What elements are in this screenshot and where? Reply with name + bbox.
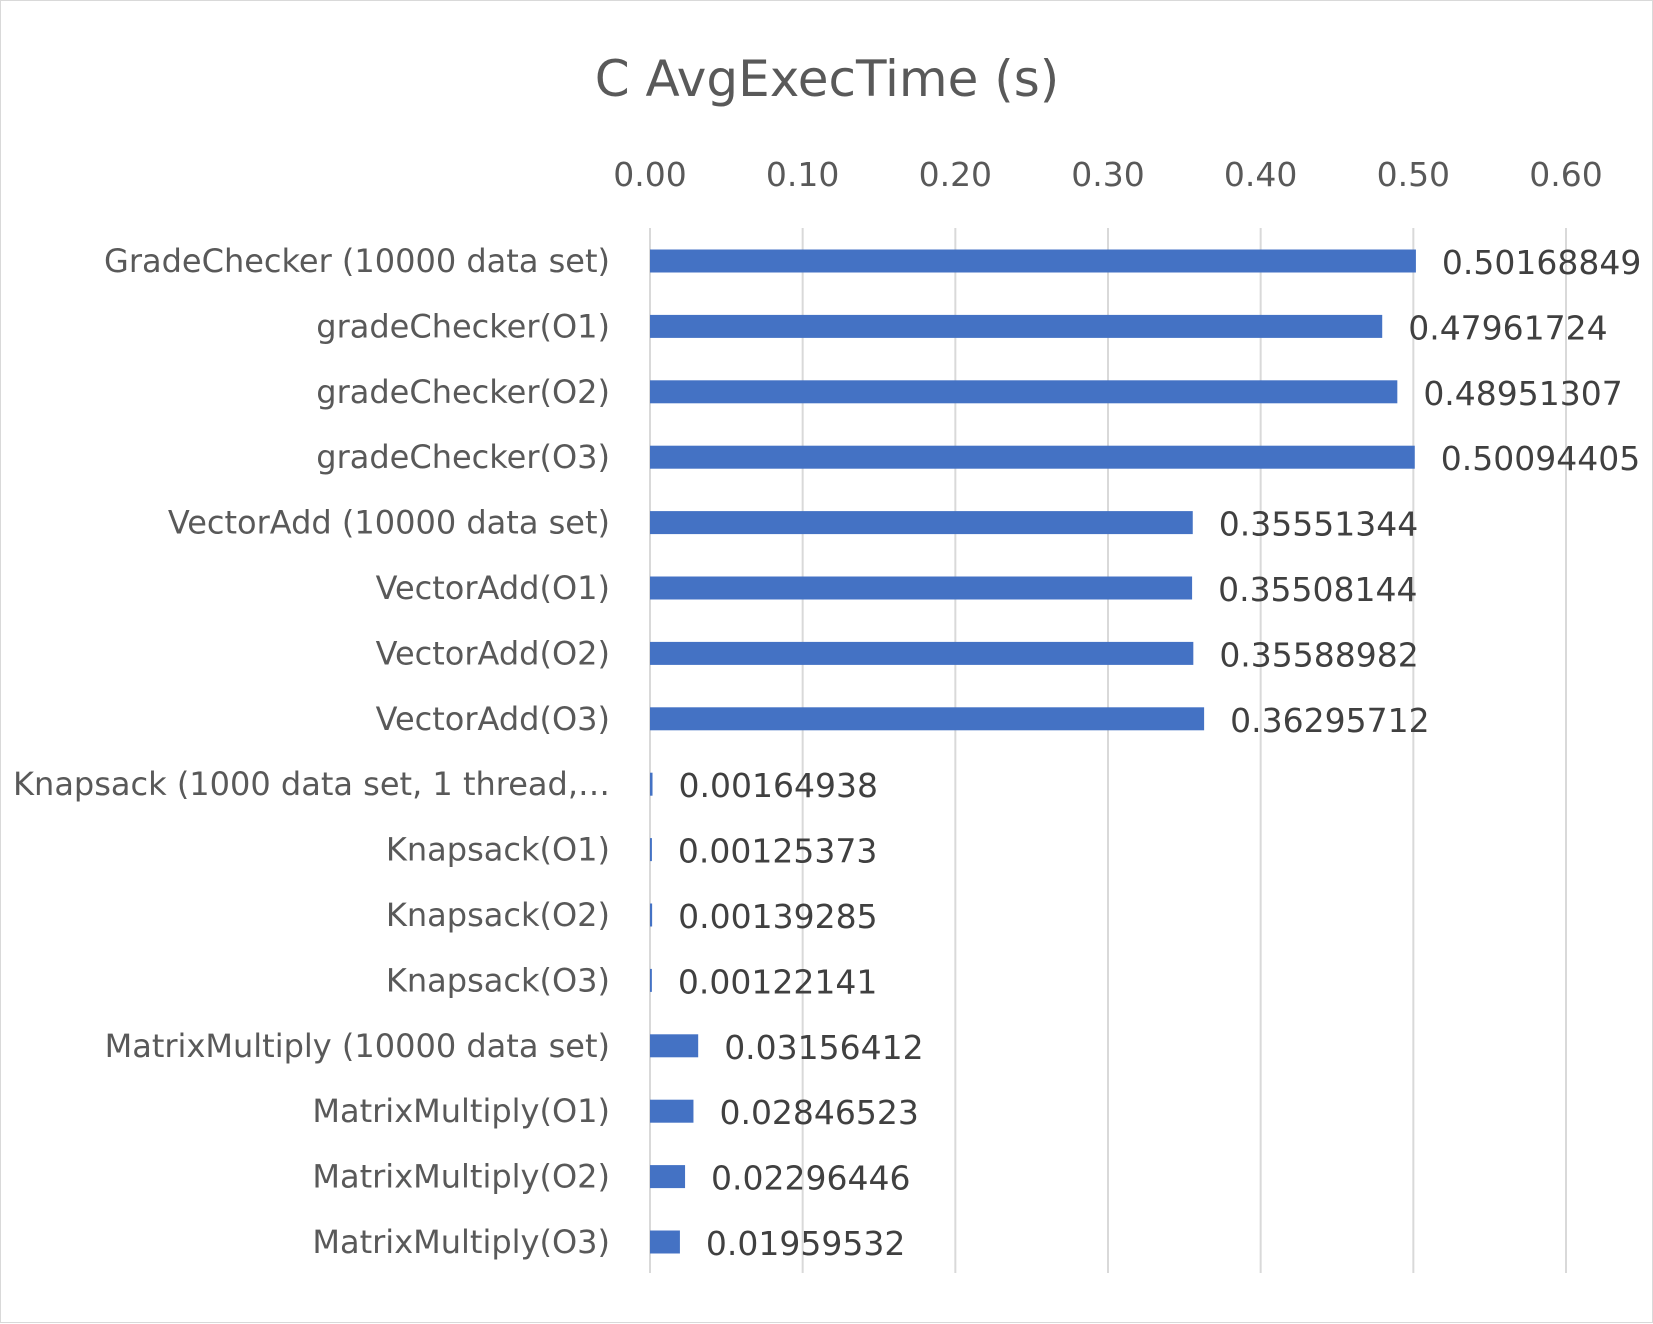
category-label: Knapsack(O3) bbox=[386, 961, 610, 999]
bar bbox=[650, 772, 653, 796]
data-label: 0.02846523 bbox=[719, 1093, 918, 1132]
category-label: VectorAdd (10000 data set) bbox=[168, 504, 610, 542]
data-label: 0.47961724 bbox=[1408, 308, 1607, 347]
bar bbox=[650, 511, 1193, 535]
category-label: MatrixMultiply (10000 data set) bbox=[105, 1027, 610, 1065]
category-label: MatrixMultiply(O3) bbox=[312, 1223, 610, 1261]
bar bbox=[650, 903, 653, 927]
data-label: 0.02296446 bbox=[711, 1159, 910, 1198]
category-label: MatrixMultiply(O2) bbox=[312, 1158, 610, 1196]
category-label: GradeChecker (10000 data set) bbox=[104, 242, 610, 280]
x-tick-label: 0.40 bbox=[1224, 155, 1297, 194]
chart-title: C AvgExecTime (s) bbox=[595, 50, 1060, 108]
bar bbox=[650, 1099, 694, 1123]
bar bbox=[650, 1034, 699, 1058]
x-tick-label: 0.10 bbox=[766, 155, 839, 194]
data-label: 0.00125373 bbox=[678, 832, 877, 871]
bar bbox=[650, 707, 1205, 731]
category-label: gradeChecker(O2) bbox=[316, 373, 610, 411]
bar bbox=[650, 968, 652, 992]
data-label: 0.48951307 bbox=[1423, 374, 1622, 413]
data-label: 0.35588982 bbox=[1219, 635, 1418, 674]
bar bbox=[650, 249, 1416, 273]
bar bbox=[650, 445, 1415, 469]
data-label: 0.00139285 bbox=[678, 897, 877, 936]
x-tick-label: 0.50 bbox=[1377, 155, 1450, 194]
x-tick-label: 0.30 bbox=[1071, 155, 1144, 194]
category-labels: GradeChecker (10000 data set) gradeChecke… bbox=[13, 242, 610, 1261]
category-label: Knapsack (1000 data set, 1 thread,… bbox=[13, 765, 610, 803]
bar bbox=[650, 314, 1383, 338]
x-axis-ticks: 0.00 0.10 0.20 0.30 0.40 0.50 0.60 bbox=[613, 155, 1602, 194]
data-labels: 0.50168849 0.47961724 0.48951307 0.50094405… bbox=[678, 243, 1641, 1263]
bar bbox=[650, 576, 1193, 600]
data-label: 0.50094405 bbox=[1441, 439, 1640, 478]
category-label: gradeChecker(O1) bbox=[316, 307, 610, 345]
data-label: 0.35508144 bbox=[1218, 570, 1417, 609]
data-label: 0.01959532 bbox=[706, 1224, 905, 1263]
data-label: 0.36295712 bbox=[1230, 701, 1429, 740]
data-label: 0.35551344 bbox=[1219, 505, 1418, 544]
category-label: MatrixMultiply(O1) bbox=[312, 1092, 610, 1130]
x-tick-label: 0.60 bbox=[1529, 155, 1602, 194]
data-label: 0.50168849 bbox=[1442, 243, 1641, 282]
bar bbox=[650, 641, 1194, 665]
category-label: gradeChecker(O3) bbox=[316, 438, 610, 476]
bar bbox=[650, 838, 652, 862]
category-label: Knapsack(O2) bbox=[386, 896, 610, 934]
bar bbox=[650, 1165, 686, 1189]
bar bbox=[650, 380, 1398, 404]
bar bbox=[650, 1230, 680, 1254]
x-tick-label: 0.20 bbox=[919, 155, 992, 194]
category-label: VectorAdd(O2) bbox=[376, 634, 610, 672]
data-label: 0.00122141 bbox=[678, 962, 877, 1001]
category-label: Knapsack(O1) bbox=[386, 831, 610, 869]
category-label: VectorAdd(O3) bbox=[376, 700, 610, 738]
data-label: 0.00164938 bbox=[679, 766, 878, 805]
x-tick-label: 0.00 bbox=[613, 155, 686, 194]
data-label: 0.03156412 bbox=[724, 1028, 923, 1067]
category-label: VectorAdd(O1) bbox=[376, 569, 610, 607]
bars bbox=[650, 249, 1416, 1254]
